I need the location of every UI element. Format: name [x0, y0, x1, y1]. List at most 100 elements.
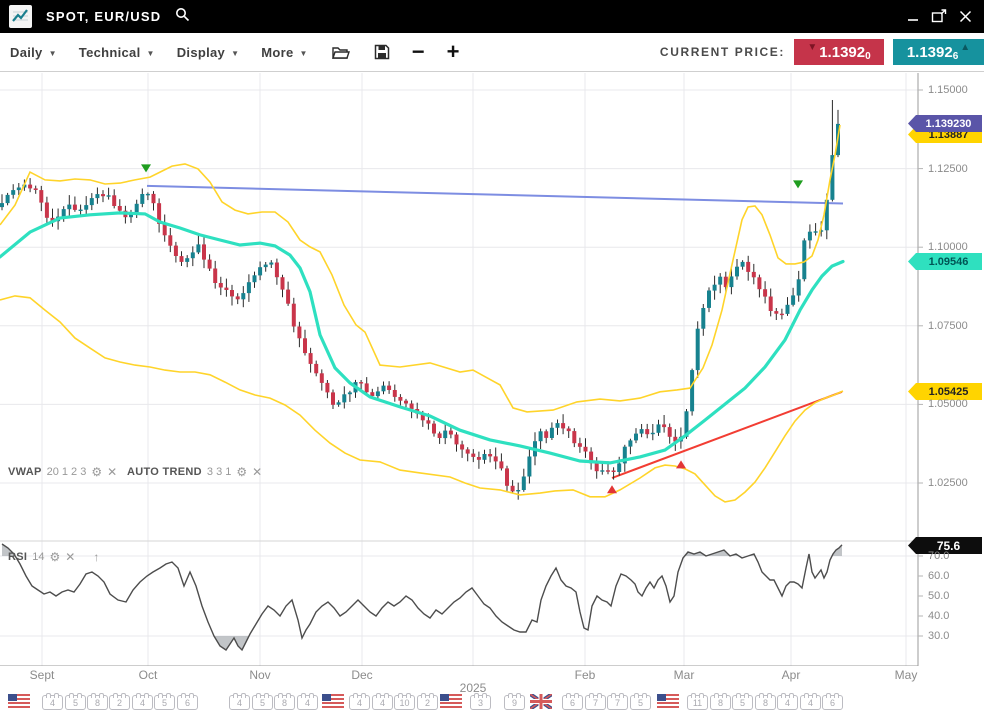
calendar-event-icon[interactable]: 2 [417, 693, 438, 710]
menu-display-label: Display [176, 44, 226, 60]
calendar-event-icon[interactable]: 5 [154, 693, 175, 710]
rsi-oversold-fill [2, 636, 842, 650]
zoom-out-icon[interactable]: − [411, 39, 425, 64]
month-label: Nov [249, 668, 271, 682]
menu-display[interactable]: Display ▼ [177, 45, 240, 60]
rsi-overbought-fill [2, 544, 842, 556]
bollinger-lower-band [0, 295, 844, 503]
year-label: 2025 [459, 681, 487, 695]
zoom-in-icon[interactable]: + [446, 39, 460, 64]
rsi-value-badge: 75.6 [908, 537, 982, 554]
rsi-tick-label: 60.0 [928, 570, 950, 582]
calendar-event-icon[interactable]: 6 [177, 693, 198, 710]
close-icon[interactable]: ✕ [65, 550, 76, 564]
calendar-event-icon[interactable]: 9 [504, 693, 525, 710]
price-tick-label: 1.05000 [928, 398, 968, 411]
calendar-event-icon[interactable]: 5 [630, 693, 651, 710]
calendar-event-icon[interactable]: 3 [470, 693, 491, 710]
price-chart[interactable] [0, 72, 984, 666]
bid-price-value: 1.1392 [819, 43, 866, 61]
calendar-event-icon[interactable]: 5 [732, 693, 753, 710]
save-icon[interactable] [374, 44, 390, 60]
arrow-up-icon: ▲ [960, 42, 971, 53]
open-file-icon[interactable] [331, 45, 350, 60]
trendline-resistance[interactable] [146, 184, 844, 205]
us-flag-icon[interactable] [8, 694, 30, 709]
search-icon[interactable] [175, 7, 190, 27]
menu-technical[interactable]: Technical ▼ [79, 45, 155, 60]
calendar-event-icon[interactable]: 4 [777, 693, 798, 710]
current-price-label: CURRENT PRICE: [659, 45, 785, 59]
chevron-down-icon: ▼ [231, 48, 240, 58]
month-label: May [894, 668, 918, 682]
calendar-event-icon[interactable]: 6 [822, 693, 843, 710]
signal-marker-down [141, 164, 151, 173]
ask-price-pip: 6 [952, 51, 959, 62]
menu-daily[interactable]: Daily ▼ [10, 45, 57, 60]
calendar-event-icon[interactable]: 10 [394, 693, 415, 710]
calendar-event-icon[interactable]: 8 [710, 693, 731, 710]
calendar-event-icon[interactable]: 7 [585, 693, 606, 710]
calendar-event-icon[interactable]: 11 [687, 693, 708, 710]
chart-line-icon [9, 5, 32, 28]
close-icon[interactable]: ✕ [107, 465, 118, 479]
auto-trend-indicator-label: AUTO TREND 3 3 1 ⚙ ✕ [127, 465, 262, 479]
trendline-support[interactable] [611, 390, 843, 479]
calendar-event-icon[interactable]: 4 [229, 693, 250, 710]
close-icon[interactable] [952, 6, 978, 28]
calendar-event-icon[interactable]: 8 [87, 693, 108, 710]
menu-more-label: More [261, 44, 294, 60]
price-tick-label: 1.12500 [928, 162, 968, 175]
gear-icon[interactable]: ⚙ [91, 465, 103, 479]
signal-marker-up [607, 485, 617, 494]
price-tick-label: 1.10000 [928, 241, 968, 254]
minimize-icon[interactable] [900, 6, 926, 28]
us-flag-icon[interactable] [657, 694, 679, 709]
chevron-down-icon: ▼ [146, 48, 155, 58]
popout-window-icon[interactable] [926, 6, 952, 28]
month-label: Mar [673, 668, 695, 682]
ask-price-value: 1.1392 [906, 43, 953, 61]
bid-price-pip: 0 [865, 51, 871, 62]
calendar-event-icon[interactable]: 4 [349, 693, 370, 710]
calendar-event-icon[interactable]: 7 [607, 693, 628, 710]
menu-daily-label: Daily [10, 44, 43, 60]
rsi-tick-label: 70.0 [928, 550, 950, 562]
us-flag-icon[interactable] [440, 694, 462, 709]
bid-price-badge: ▼ 1.1392 0 [794, 39, 884, 65]
vwap-badge: 1.09546 [908, 253, 982, 270]
rsi-tick-label: 50.0 [928, 590, 950, 602]
calendar-event-icon[interactable]: 8 [274, 693, 295, 710]
price-tick-label: 1.07500 [928, 319, 968, 332]
calendar-event-icon[interactable]: 4 [42, 693, 63, 710]
calendar-event-icon[interactable]: 4 [132, 693, 153, 710]
gear-icon[interactable]: ⚙ [236, 465, 248, 479]
economic-calendar-row: 4 5 8 2 4 5 6 4 5 8 4 4 4 10 2 3 9 6 7 7 5 11 8 5 8 4 4 6 [0, 692, 984, 713]
month-label: Apr [781, 668, 801, 682]
toolbar: Daily ▼ Technical ▼ Display ▼ More ▼ [0, 33, 984, 72]
calendar-event-icon[interactable]: 6 [562, 693, 583, 710]
signal-marker-up [676, 460, 686, 469]
vwap-params: 20 1 2 3 [46, 466, 87, 478]
close-icon[interactable]: ✕ [252, 465, 263, 479]
calendar-event-icon[interactable]: 2 [109, 693, 130, 710]
ask-price-badge: 1.1392 6 ▲ [893, 39, 984, 65]
vwap-name: VWAP [8, 466, 42, 478]
calendar-event-icon[interactable]: 4 [372, 693, 393, 710]
menu-more[interactable]: More ▼ [261, 45, 307, 60]
arrow-up-icon[interactable]: ↑ [93, 550, 100, 564]
arrow-down-icon: ▼ [807, 42, 818, 53]
calendar-event-icon[interactable]: 8 [755, 693, 776, 710]
month-label: Feb [574, 668, 596, 682]
price-tick-label: 1.02500 [928, 477, 968, 489]
uk-flag-icon[interactable] [528, 692, 554, 711]
gear-icon[interactable]: ⚙ [49, 550, 61, 564]
calendar-event-icon[interactable]: 4 [297, 693, 318, 710]
calendar-event-icon[interactable]: 5 [252, 693, 273, 710]
vwap-line [0, 211, 845, 465]
calendar-event-icon[interactable]: 4 [800, 693, 821, 710]
calendar-event-icon[interactable]: 5 [65, 693, 86, 710]
us-flag-icon[interactable] [322, 694, 344, 709]
menu-technical-label: Technical [78, 44, 141, 60]
